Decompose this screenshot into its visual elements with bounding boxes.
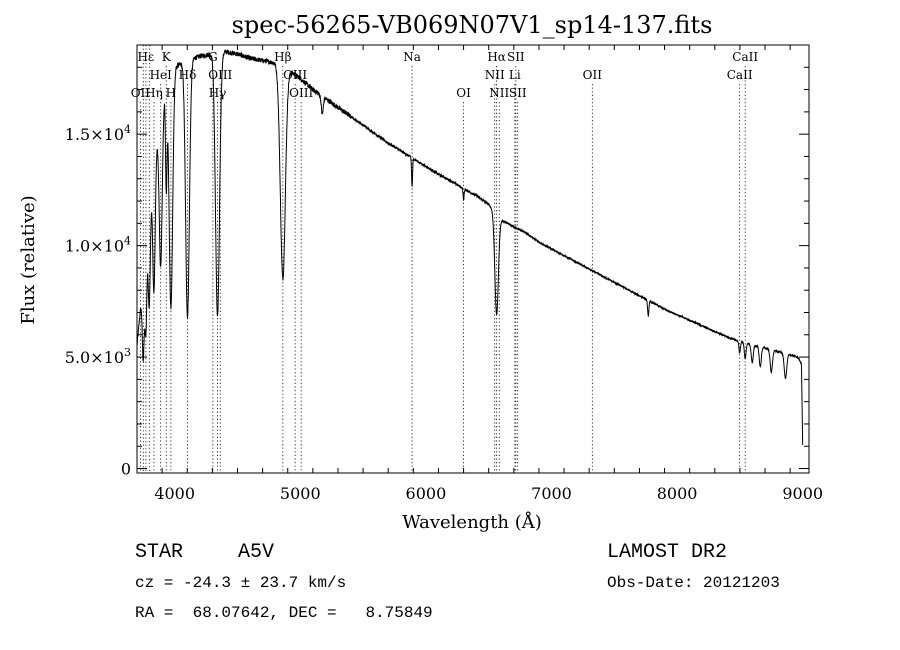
line-marker-label: CaII <box>732 50 758 64</box>
line-marker-label: H <box>166 86 176 100</box>
y-tick-label: 5.0×103 <box>65 346 131 367</box>
x-tick-label: 8000 <box>657 484 698 503</box>
coordinates-readout: RA = 68.07642, DEC = 8.75849 <box>135 604 433 622</box>
line-marker-label: OI <box>456 86 471 100</box>
line-marker-label: Na <box>403 50 421 64</box>
x-tick-label: 7000 <box>531 484 572 503</box>
line-marker-label: SII <box>509 86 527 100</box>
spectrum-series <box>136 49 804 445</box>
line-marker-label: Hε <box>137 50 154 64</box>
y-tick-label: 0 <box>121 460 131 479</box>
line-marker-label: Hβ <box>274 50 291 64</box>
line-marker-label: Hγ <box>209 86 227 100</box>
line-marker-label: OII <box>131 86 151 100</box>
x-axis-label: Wavelength (Å) <box>402 511 542 533</box>
y-axis: 0 5.0×103 1.0×104 1.5×104 <box>65 44 809 479</box>
line-marker-label: Li <box>509 68 521 82</box>
line-marker-label: SII <box>507 50 525 64</box>
x-tick-label: 4000 <box>154 484 195 503</box>
x-tick-label: 5000 <box>280 484 321 503</box>
line-marker-label: OIII <box>289 86 313 100</box>
line-marker-label: CaII <box>727 68 753 82</box>
line-marker-label: Hδ <box>179 68 197 82</box>
x-tick-label: 9000 <box>782 484 823 503</box>
line-marker-label: Hα <box>487 50 506 64</box>
line-marker-label: OII <box>583 68 603 82</box>
line-marker-label: HeI <box>150 68 173 82</box>
survey-name: LAMOST DR2 <box>607 541 728 564</box>
redshift-readout: cz = -24.3 ± 23.7 km/s <box>135 574 347 592</box>
y-axis-label: Flux (relative) <box>18 195 39 324</box>
line-markers: OIIHηHeIKHHδGHγOIIIHβOIIIOIIINaOINIIHαNI… <box>131 45 758 473</box>
y-tick-label: 1.0×104 <box>65 235 131 256</box>
x-tick-label: 6000 <box>406 484 447 503</box>
object-class: STAR <box>135 541 184 564</box>
line-marker-label: NII <box>489 86 509 100</box>
line-marker-label: G <box>208 50 218 64</box>
line-marker-label: K <box>162 50 172 64</box>
y-tick-label: 1.5×104 <box>65 123 131 144</box>
chart-title: spec-56265-VB069N07V1_sp14-137.fits <box>232 11 713 39</box>
object-subclass: A5V <box>238 541 275 564</box>
x-axis: 4000 5000 6000 7000 8000 9000 <box>136 45 823 503</box>
plot-frame <box>136 44 810 474</box>
line-marker-label: Hη <box>145 86 163 100</box>
line-marker-label: OIII <box>208 68 232 82</box>
line-marker-label: NII <box>485 68 505 82</box>
spectrum-line <box>136 49 804 445</box>
observation-date: Obs-Date: 20121203 <box>607 574 780 592</box>
